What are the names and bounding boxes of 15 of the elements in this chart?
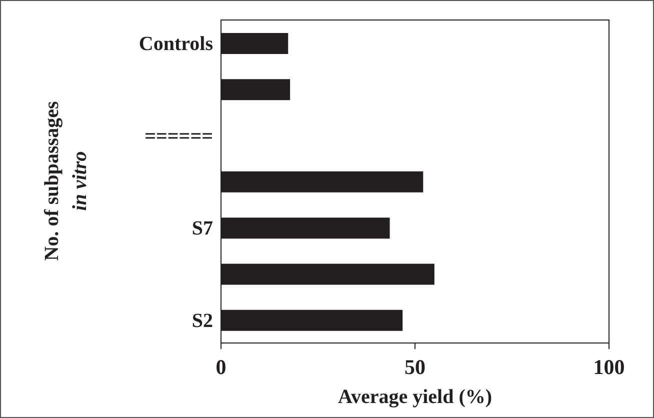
x-tick-label: 50 — [404, 354, 426, 379]
x-tick-label: 100 — [593, 354, 625, 379]
y-tick-label: S2 — [192, 310, 213, 332]
bar — [221, 310, 403, 331]
y-tick-label: Controls — [138, 33, 214, 56]
x-tick-label: 0 — [216, 354, 226, 379]
bar — [221, 264, 434, 285]
bar — [221, 171, 424, 192]
bar — [221, 218, 390, 239]
bar — [221, 33, 288, 54]
bar — [221, 79, 290, 100]
x-axis-title: Average yield (%) — [338, 386, 492, 408]
y-axis-title: No. of subpassages in vitro — [41, 101, 91, 261]
y-tick-label: S7 — [192, 218, 213, 240]
y-tick-label: ====== — [144, 125, 213, 148]
